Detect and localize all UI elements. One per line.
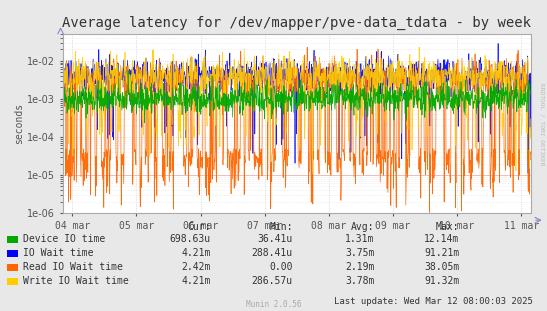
- Text: 286.57u: 286.57u: [252, 276, 293, 286]
- Text: 698.63u: 698.63u: [170, 234, 211, 244]
- Text: Munin 2.0.56: Munin 2.0.56: [246, 300, 301, 309]
- Text: 288.41u: 288.41u: [252, 248, 293, 258]
- Text: 36.41u: 36.41u: [258, 234, 293, 244]
- Text: Last update: Wed Mar 12 08:00:03 2025: Last update: Wed Mar 12 08:00:03 2025: [334, 297, 533, 306]
- Title: Average latency for /dev/mapper/pve-data_tdata - by week: Average latency for /dev/mapper/pve-data…: [62, 16, 531, 30]
- Text: 3.78m: 3.78m: [345, 276, 375, 286]
- Text: IO Wait time: IO Wait time: [23, 248, 94, 258]
- Text: 0.00: 0.00: [269, 262, 293, 272]
- Text: Write IO Wait time: Write IO Wait time: [23, 276, 129, 286]
- Text: 2.19m: 2.19m: [345, 262, 375, 272]
- Text: 2.42m: 2.42m: [181, 262, 211, 272]
- Text: 4.21m: 4.21m: [181, 248, 211, 258]
- Text: Max:: Max:: [436, 222, 459, 232]
- Text: 3.75m: 3.75m: [345, 248, 375, 258]
- Text: 4.21m: 4.21m: [181, 276, 211, 286]
- Text: 12.14m: 12.14m: [424, 234, 459, 244]
- Y-axis label: seconds: seconds: [14, 103, 25, 144]
- Text: 91.21m: 91.21m: [424, 248, 459, 258]
- Text: Cur:: Cur:: [187, 222, 211, 232]
- Text: 91.32m: 91.32m: [424, 276, 459, 286]
- Text: 38.05m: 38.05m: [424, 262, 459, 272]
- Text: Avg:: Avg:: [351, 222, 375, 232]
- Text: Read IO Wait time: Read IO Wait time: [23, 262, 123, 272]
- Text: 1.31m: 1.31m: [345, 234, 375, 244]
- Text: RRDTOOL / TOBI OETIKER: RRDTOOL / TOBI OETIKER: [539, 83, 544, 166]
- Text: Device IO time: Device IO time: [23, 234, 105, 244]
- Text: Min:: Min:: [269, 222, 293, 232]
